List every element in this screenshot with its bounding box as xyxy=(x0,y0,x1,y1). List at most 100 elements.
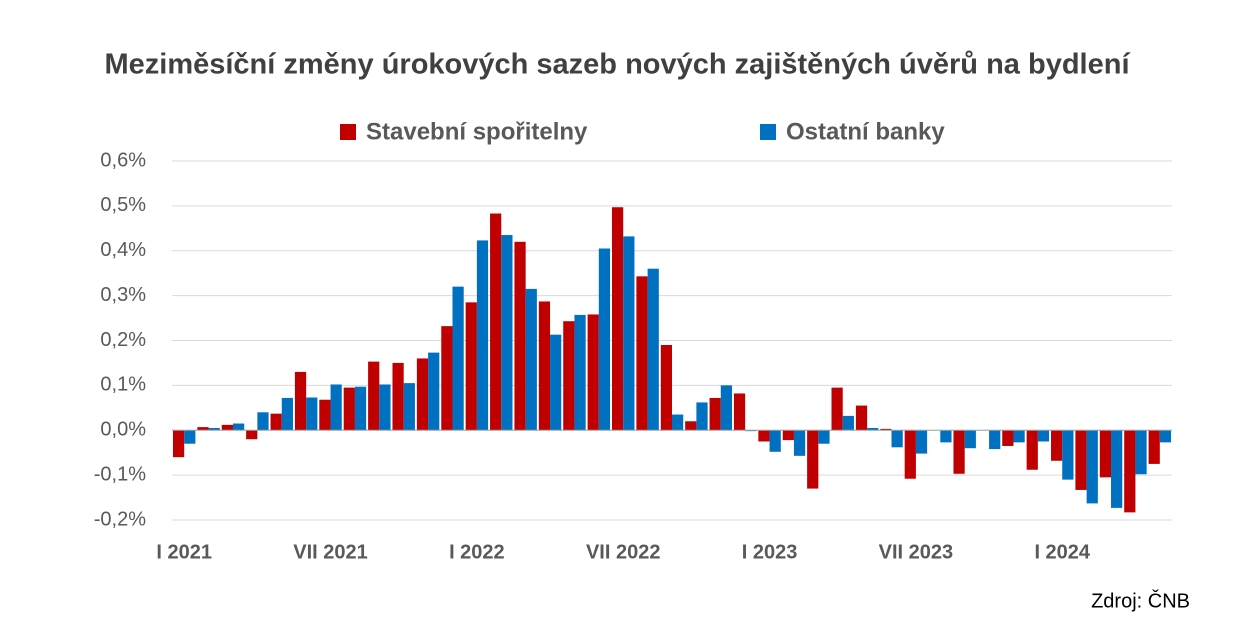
bar xyxy=(769,430,781,452)
bar xyxy=(904,430,916,479)
x-tick-label: I 2021 xyxy=(156,541,212,563)
bar xyxy=(880,428,892,431)
bar xyxy=(197,427,209,431)
bar xyxy=(1026,430,1038,470)
bar xyxy=(1002,430,1014,446)
bar xyxy=(330,384,342,431)
bar xyxy=(476,240,489,431)
bar xyxy=(319,399,331,431)
y-tick-label: 0,1% xyxy=(100,374,146,396)
bar xyxy=(598,248,611,431)
bar xyxy=(416,358,429,431)
bar xyxy=(221,424,233,431)
bar xyxy=(720,385,732,431)
bar xyxy=(1013,430,1025,443)
bar xyxy=(1099,430,1112,478)
bar xyxy=(891,430,903,448)
y-tick-label: 0,2% xyxy=(100,329,146,351)
bar xyxy=(428,352,440,431)
bar xyxy=(368,361,380,431)
bar xyxy=(1051,430,1063,461)
bar xyxy=(246,430,258,440)
y-tick-label: -0,2% xyxy=(94,508,146,530)
bar xyxy=(490,213,502,431)
bar xyxy=(940,430,952,443)
legend-swatch xyxy=(340,124,356,140)
bar xyxy=(525,288,537,431)
bar xyxy=(1111,430,1123,508)
bar xyxy=(574,314,586,431)
bar xyxy=(1159,430,1172,443)
bar xyxy=(550,334,562,431)
bar xyxy=(953,430,965,474)
bar xyxy=(1148,430,1160,464)
bar xyxy=(989,430,1001,450)
x-tick-label: VII 2021 xyxy=(293,541,368,563)
bar xyxy=(354,386,367,431)
legend-swatch xyxy=(760,124,776,140)
y-tick-label: 0,0% xyxy=(100,419,146,441)
bar xyxy=(647,268,659,431)
bar xyxy=(831,387,843,431)
bar xyxy=(867,428,879,431)
bar xyxy=(501,235,513,431)
bar xyxy=(587,314,599,431)
bar xyxy=(403,383,415,431)
bar xyxy=(1135,430,1147,475)
bar xyxy=(1124,430,1136,513)
x-tick-label: I 2023 xyxy=(742,541,798,563)
bar xyxy=(623,236,635,431)
bar xyxy=(660,344,672,431)
bar xyxy=(1037,430,1050,442)
bar xyxy=(514,241,526,431)
bar xyxy=(563,321,575,431)
bar xyxy=(636,276,648,431)
bar xyxy=(232,423,245,431)
bar xyxy=(842,415,854,431)
bar xyxy=(964,430,976,449)
y-tick-label: 0,3% xyxy=(100,284,146,306)
x-tick-label: I 2024 xyxy=(1034,541,1090,563)
bar xyxy=(696,402,708,431)
bar xyxy=(709,397,721,431)
bar xyxy=(441,326,453,431)
bar xyxy=(1075,430,1087,490)
bar xyxy=(465,302,477,431)
bar xyxy=(733,393,746,431)
bar xyxy=(915,430,928,454)
y-tick-label: -0,1% xyxy=(94,463,146,485)
chart-title: Meziměsíční změny úrokových sazeb nových… xyxy=(104,49,1130,81)
bar xyxy=(257,412,269,431)
x-tick-label: VII 2023 xyxy=(879,541,954,563)
bar xyxy=(1086,430,1098,504)
bar xyxy=(294,371,307,431)
y-tick-label: 0,5% xyxy=(100,194,146,216)
bar xyxy=(612,207,624,431)
legend-label: Stavební spořitelny xyxy=(366,118,588,145)
bar xyxy=(306,397,318,431)
bar xyxy=(855,405,868,431)
legend-label: Ostatní banky xyxy=(786,118,945,145)
bar xyxy=(208,428,220,431)
bar xyxy=(452,286,464,431)
y-tick-label: 0,6% xyxy=(100,149,146,171)
bar xyxy=(270,413,282,431)
bar xyxy=(818,430,830,444)
y-tick-label: 0,4% xyxy=(100,239,146,261)
bar xyxy=(184,430,196,444)
bar xyxy=(793,430,806,456)
bar xyxy=(379,384,391,431)
bar xyxy=(1062,430,1074,480)
bar xyxy=(538,301,551,431)
bar xyxy=(672,414,684,431)
bar xyxy=(392,362,404,431)
source-note: Zdroj: ČNB xyxy=(1091,589,1190,612)
x-tick-label: VII 2022 xyxy=(586,541,661,563)
bar xyxy=(281,397,293,431)
bar xyxy=(758,430,770,442)
bar xyxy=(807,430,819,489)
bar xyxy=(685,421,697,431)
x-tick-label: I 2022 xyxy=(449,541,505,563)
bar xyxy=(343,387,355,431)
